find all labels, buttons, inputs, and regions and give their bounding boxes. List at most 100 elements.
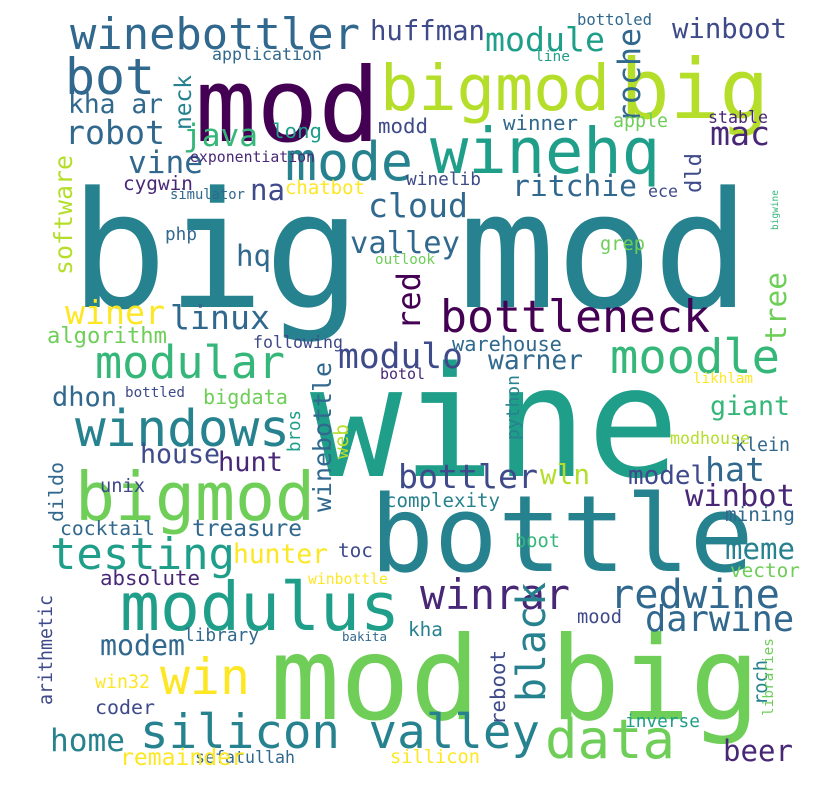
cloud-word: arithmetic xyxy=(36,595,57,705)
cloud-word: big mod xyxy=(70,157,750,346)
cloud-word: simulator xyxy=(170,186,245,203)
cloud-word: bot xyxy=(65,47,155,106)
cloud-word: vine xyxy=(128,145,203,182)
cloud-word: silicon valley xyxy=(140,705,540,761)
cloud-word: ece xyxy=(648,182,678,202)
cloud-word: php xyxy=(165,225,197,246)
cloud-word: bigmod xyxy=(380,52,610,127)
cloud-word: winner xyxy=(503,110,578,135)
cloud-word: winer xyxy=(65,293,165,333)
cloud-word: vector xyxy=(730,559,800,583)
cloud-word: sillicon xyxy=(390,746,481,768)
cloud-word: modem xyxy=(100,628,185,662)
cloud-word: modhouse xyxy=(670,429,750,449)
cloud-word: redwine xyxy=(610,571,780,619)
cloud-word: absolute xyxy=(100,565,200,590)
cloud-word: grep xyxy=(600,233,646,255)
cloud-word: java xyxy=(183,118,258,155)
cloud-word: black xyxy=(509,582,555,702)
cloud-word: cocktail xyxy=(60,517,155,541)
cloud-word: bottoled xyxy=(577,10,652,29)
cloud-word: modd xyxy=(378,113,428,138)
cloud-word: modulus xyxy=(120,568,400,647)
cloud-word: meme xyxy=(725,532,795,567)
cloud-word: wln xyxy=(540,457,590,491)
cloud-word: bigmod xyxy=(75,458,315,537)
cloud-word: web xyxy=(330,424,353,459)
cloud-word: model xyxy=(628,461,707,492)
cloud-word: bros xyxy=(285,410,305,452)
cloud-word: na xyxy=(250,172,285,207)
cloud-word: bottleneck xyxy=(440,290,710,344)
cloud-word: mod xyxy=(195,47,380,167)
cloud-word: treasure xyxy=(192,516,302,543)
cloud-word: bottler xyxy=(398,457,538,497)
cloud-word: sefatullah xyxy=(195,748,295,768)
cloud-word: winehq xyxy=(430,114,660,189)
cloud-word: red xyxy=(390,272,428,330)
cloud-word: warehouse xyxy=(452,331,562,356)
cloud-word: remainder xyxy=(120,745,245,772)
cloud-word: apple xyxy=(613,110,668,132)
cloud-word: darwine xyxy=(645,599,795,641)
cloud-word: valley xyxy=(350,225,460,261)
cloud-word: application xyxy=(212,45,322,65)
cloud-word: win32 xyxy=(95,671,150,693)
cloud-word: windows xyxy=(75,400,290,460)
cloud-word: big xyxy=(620,41,770,138)
cloud-word: neck xyxy=(171,75,197,130)
cloud-word: library xyxy=(184,625,259,647)
cloud-word: chatbot xyxy=(285,176,365,199)
cloud-word: wine xyxy=(310,335,680,514)
cloud-word: dildo xyxy=(45,462,68,522)
cloud-word: robot xyxy=(65,113,165,153)
cloud-word: huffman xyxy=(370,16,485,48)
cloud-word: house xyxy=(140,439,221,471)
cloud-word: bigwine xyxy=(770,190,781,230)
cloud-word: hunt xyxy=(218,446,283,478)
cloud-word: reboot xyxy=(486,650,510,725)
cloud-word: modular xyxy=(95,335,285,389)
cloud-word: winrar xyxy=(420,570,570,620)
cloud-word: unix xyxy=(100,475,146,497)
cloud-word: likhlam xyxy=(693,370,753,387)
cloud-word: winbottle xyxy=(308,571,388,589)
cloud-word: outlook xyxy=(375,252,435,269)
cloud-word: data xyxy=(545,708,675,771)
cloud-word: winboot xyxy=(672,14,787,46)
cloud-word: bigdata xyxy=(203,384,288,409)
cloud-word: roche xyxy=(612,28,648,123)
cloud-word: warner xyxy=(488,346,583,377)
cloud-word: mood xyxy=(577,606,623,628)
cloud-word: coder xyxy=(95,696,155,720)
cloud-word: home xyxy=(50,723,125,760)
cloud-word: mode xyxy=(285,130,413,193)
cloud-word: algorithm xyxy=(47,322,167,349)
cloud-word: bottled xyxy=(125,385,185,402)
cloud-word: python xyxy=(503,375,524,440)
cloud-word: hunter xyxy=(233,539,328,570)
cloud-word: tree xyxy=(759,271,793,343)
cloud-word: dhon xyxy=(52,382,117,413)
cloud-word: boot xyxy=(515,530,561,552)
cloud-word: hq xyxy=(236,238,271,273)
cloud-word: testing xyxy=(50,529,235,581)
cloud-word: linux xyxy=(170,298,270,338)
cloud-word: mining xyxy=(725,503,795,527)
cloud-word: mac xyxy=(710,114,770,154)
cloud-word: giant xyxy=(710,390,791,422)
cloud-word: mod big xyxy=(270,612,760,748)
cloud-word: kha xyxy=(408,618,443,642)
cloud-word: line xyxy=(535,49,570,66)
cloud-word: stable xyxy=(708,107,768,127)
cloud-word: hat xyxy=(705,450,765,490)
cloud-word: cloud xyxy=(368,186,468,226)
cloud-word: dld xyxy=(681,153,707,193)
cloud-word: software xyxy=(49,155,78,275)
cloud-word: exponentiation xyxy=(190,149,315,167)
cloud-word: libraries xyxy=(761,638,777,716)
cloud-word: winbot xyxy=(685,478,795,514)
cloud-word: complexity xyxy=(385,489,500,513)
cloud-word: following xyxy=(253,332,343,352)
cloud-word: toc xyxy=(338,539,373,563)
